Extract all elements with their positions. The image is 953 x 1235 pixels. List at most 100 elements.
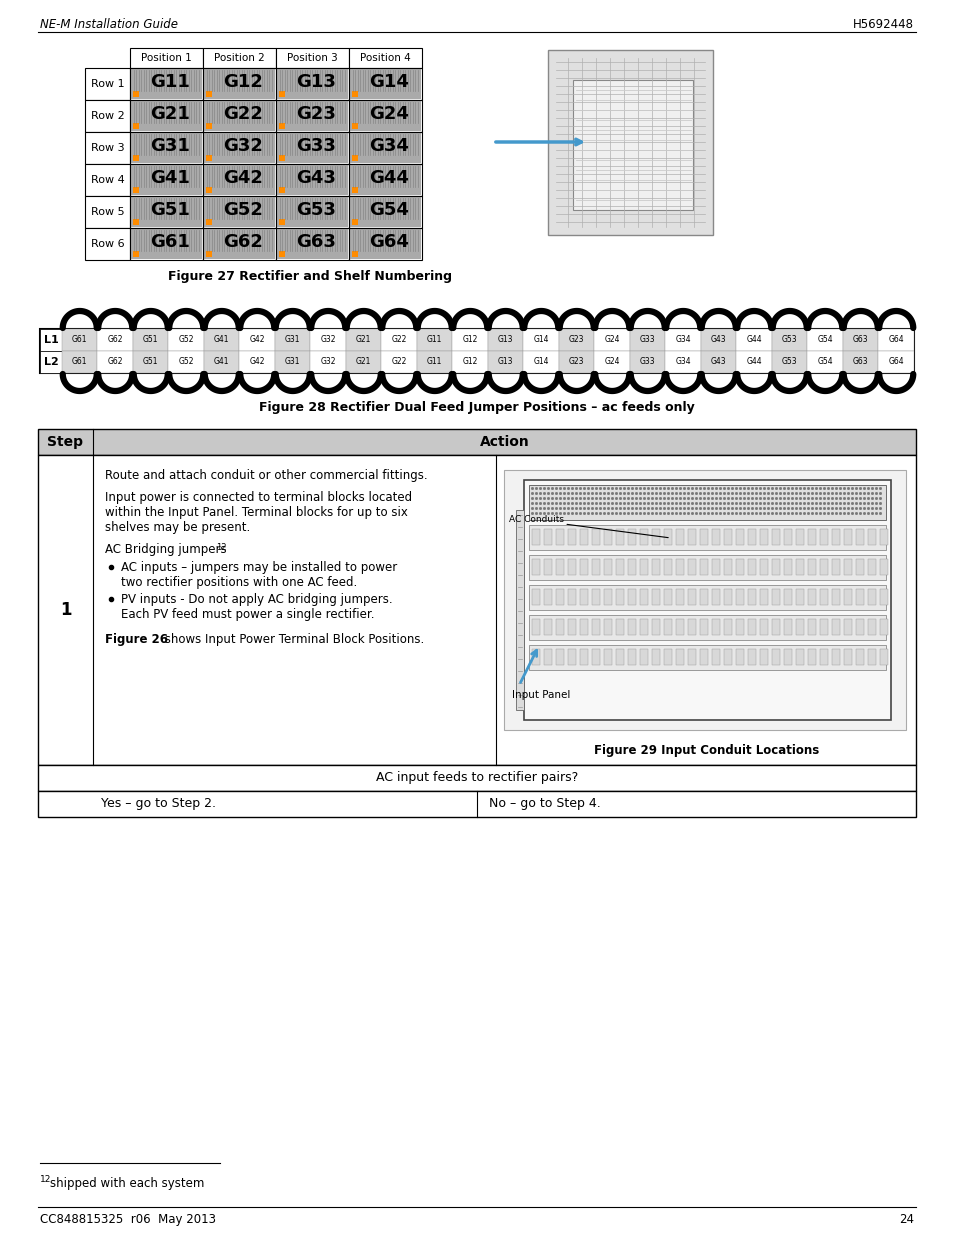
Bar: [352, 156, 357, 161]
Bar: [820, 559, 827, 576]
Bar: [204, 69, 274, 99]
Text: 24: 24: [898, 1214, 913, 1226]
Text: G11: G11: [427, 357, 442, 367]
Bar: [843, 619, 851, 635]
Text: G63: G63: [852, 336, 867, 345]
Bar: [629, 329, 665, 351]
Bar: [651, 619, 659, 635]
Bar: [842, 329, 878, 351]
Bar: [639, 589, 647, 605]
Bar: [532, 589, 539, 605]
Bar: [676, 529, 683, 545]
Bar: [663, 619, 671, 635]
Text: G24: G24: [369, 105, 409, 124]
Text: G21: G21: [355, 357, 371, 367]
Bar: [747, 589, 755, 605]
Bar: [579, 559, 587, 576]
Bar: [760, 559, 767, 576]
Bar: [843, 589, 851, 605]
Bar: [603, 619, 612, 635]
Bar: [204, 165, 274, 195]
Text: G12: G12: [462, 357, 477, 367]
Text: Row 4: Row 4: [91, 175, 124, 185]
Bar: [132, 329, 169, 351]
Bar: [747, 619, 755, 635]
Bar: [275, 164, 349, 196]
Bar: [532, 650, 539, 664]
Bar: [603, 529, 612, 545]
Bar: [131, 228, 202, 259]
Bar: [783, 559, 791, 576]
Bar: [275, 196, 349, 228]
Text: G23: G23: [296, 105, 336, 124]
Bar: [350, 198, 420, 227]
Bar: [651, 650, 659, 664]
Bar: [381, 351, 416, 373]
Text: Route and attach conduit or other commercial fittings.: Route and attach conduit or other commer…: [105, 469, 427, 482]
Bar: [352, 124, 357, 128]
Text: G34: G34: [369, 137, 409, 156]
Bar: [700, 619, 707, 635]
Bar: [543, 589, 552, 605]
Bar: [616, 650, 623, 664]
Bar: [820, 650, 827, 664]
Bar: [676, 619, 683, 635]
Bar: [711, 529, 720, 545]
Bar: [603, 589, 612, 605]
Bar: [276, 133, 348, 163]
Bar: [452, 329, 488, 351]
Bar: [676, 559, 683, 576]
Bar: [97, 329, 132, 351]
Bar: [38, 790, 915, 818]
Bar: [278, 251, 285, 257]
Bar: [567, 650, 576, 664]
Bar: [349, 100, 421, 132]
Bar: [687, 650, 696, 664]
Bar: [38, 429, 915, 454]
Text: G61: G61: [71, 357, 88, 367]
Bar: [795, 529, 803, 545]
Bar: [879, 559, 887, 576]
Bar: [579, 529, 587, 545]
Bar: [700, 559, 707, 576]
Bar: [651, 529, 659, 545]
Bar: [130, 132, 203, 164]
Bar: [807, 559, 815, 576]
Bar: [603, 650, 612, 664]
Bar: [543, 529, 552, 545]
Bar: [169, 351, 204, 373]
Text: G43: G43: [710, 336, 726, 345]
Bar: [275, 100, 349, 132]
Text: shows Input Power Terminal Block Positions.: shows Input Power Terminal Block Positio…: [161, 632, 424, 646]
Text: Figure 29 Input Conduit Locations: Figure 29 Input Conduit Locations: [593, 745, 818, 757]
Bar: [879, 619, 887, 635]
Text: Each PV feed must power a single rectifier.: Each PV feed must power a single rectifi…: [121, 608, 375, 621]
Bar: [203, 100, 275, 132]
Bar: [663, 529, 671, 545]
Bar: [278, 91, 285, 98]
Bar: [130, 48, 203, 68]
Bar: [639, 559, 647, 576]
Text: G13: G13: [497, 357, 513, 367]
Bar: [204, 198, 274, 227]
Bar: [381, 329, 416, 351]
Bar: [616, 529, 623, 545]
Bar: [842, 351, 878, 373]
Bar: [735, 589, 743, 605]
Text: G42: G42: [250, 357, 265, 367]
Text: G51: G51: [143, 336, 158, 345]
Bar: [795, 619, 803, 635]
Bar: [735, 529, 743, 545]
Text: shipped with each system: shipped with each system: [50, 1177, 204, 1191]
Bar: [62, 329, 97, 351]
Bar: [558, 351, 594, 373]
Bar: [38, 764, 915, 790]
Bar: [616, 589, 623, 605]
Bar: [807, 650, 815, 664]
Bar: [783, 529, 791, 545]
Bar: [700, 589, 707, 605]
Bar: [843, 559, 851, 576]
Bar: [239, 329, 274, 351]
Bar: [663, 650, 671, 664]
Bar: [831, 559, 840, 576]
